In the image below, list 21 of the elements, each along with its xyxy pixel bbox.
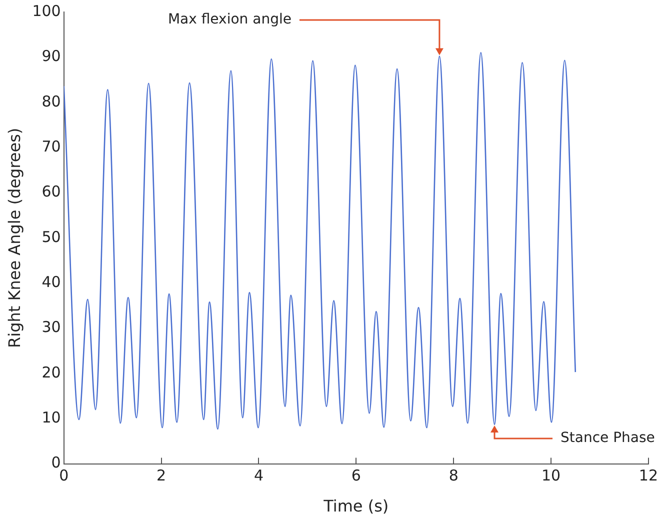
x-tick-label: 12: [638, 466, 658, 485]
x-tick-label: 10: [541, 466, 561, 485]
y-tick-label: 20: [42, 363, 61, 382]
x-tick-label: 8: [448, 466, 458, 485]
x-tick-label: 6: [351, 466, 361, 485]
y-tick-label: 40: [42, 272, 61, 291]
x-axis-title: Time (s): [322, 496, 389, 516]
annotation: Stance Phase: [560, 430, 655, 446]
y-axis-title: Right Knee Angle (degrees): [4, 128, 24, 348]
y-tick-label: 0: [51, 454, 61, 472]
x-tick-label: 2: [156, 466, 166, 485]
y-tick-label: 100: [32, 2, 61, 20]
y-tick-label: 90: [42, 47, 61, 66]
y-tick-label: 70: [42, 137, 61, 156]
annotation: Max flexion angle: [168, 12, 292, 28]
y-tick-label: 60: [42, 182, 61, 201]
x-tick-label: 4: [254, 466, 264, 485]
y-tick-label: 80: [42, 92, 61, 110]
y-tick-label: 10: [42, 408, 61, 427]
y-tick-label: 50: [42, 228, 61, 246]
y-tick-label: 30: [42, 318, 61, 336]
